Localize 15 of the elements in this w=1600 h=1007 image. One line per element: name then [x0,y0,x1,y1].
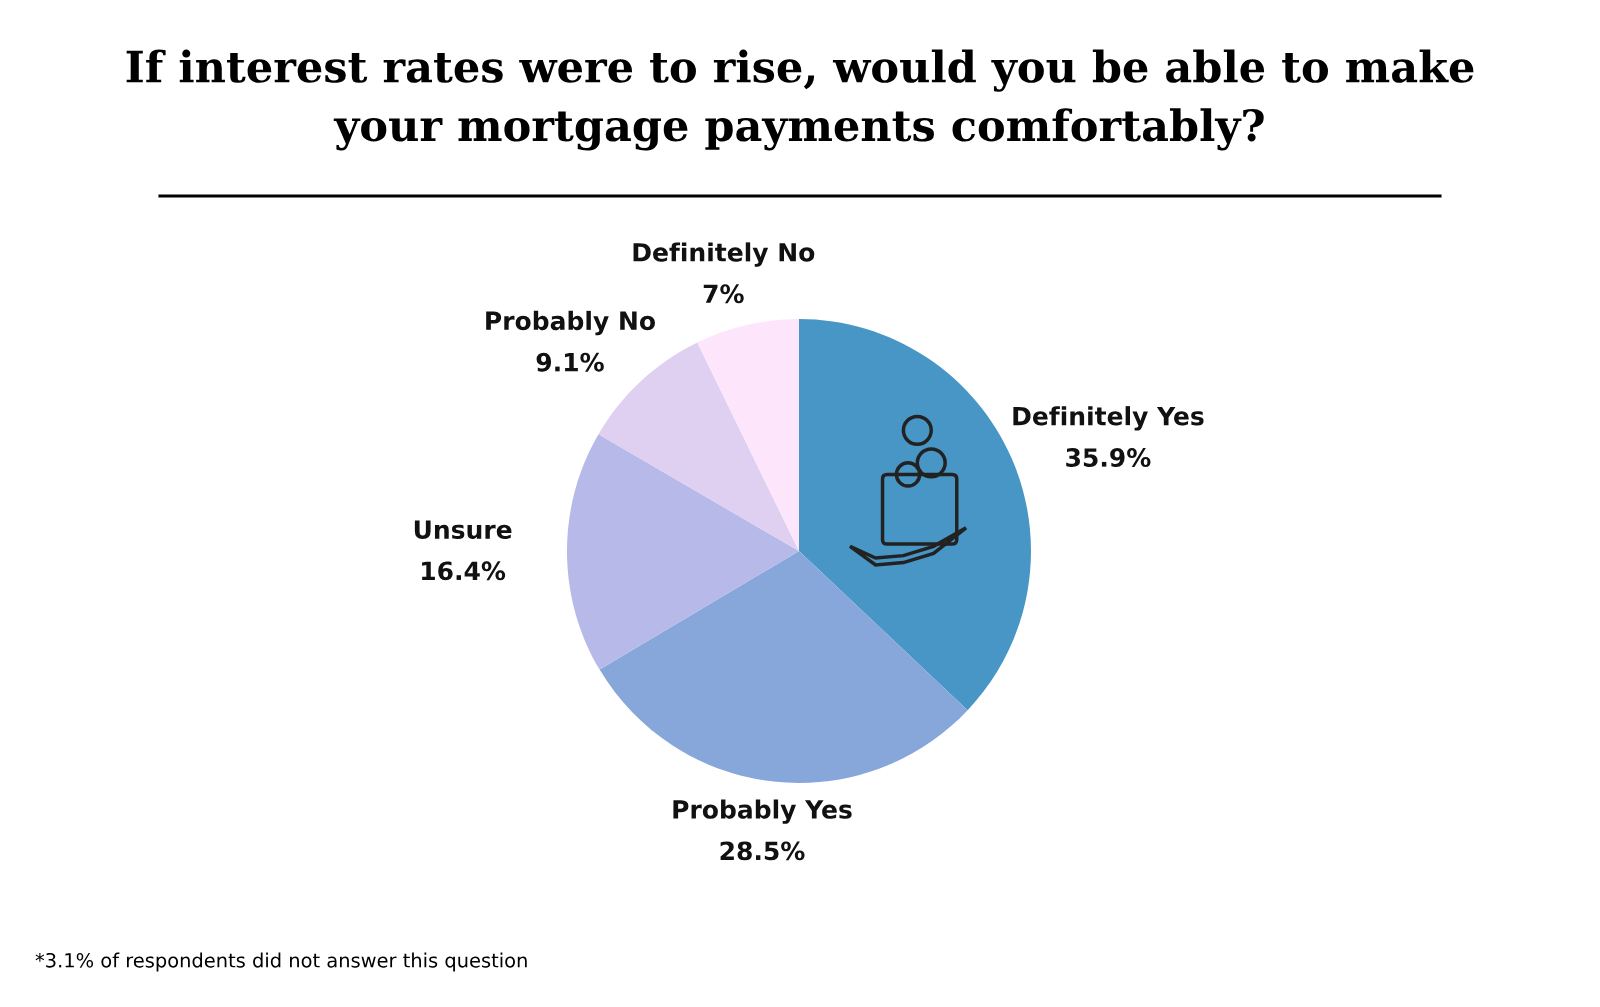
pie-slice [567,434,799,670]
slice-label: Definitely No [633,242,815,267]
pie-slice [599,551,968,783]
pie-slice [697,319,799,551]
data-label: 35.9% [1066,448,1151,467]
text: *3.1% of respondents did not answer this question [35,952,527,972]
data-label: 16.4% [422,561,506,581]
data-label: 28.5% [720,841,805,861]
slice-label: Probably Yes [673,799,852,824]
chart-title: If interest rates were to rise, would you be able to make your mortgage payments comfortably? [126,49,1474,151]
slice-label: Unsure [414,520,512,539]
slice-label: Probably No [486,310,655,336]
slice-label: Definitely Yes [1013,406,1204,431]
data-label: 7% [703,284,744,304]
data-label: 9.1% [536,352,604,372]
